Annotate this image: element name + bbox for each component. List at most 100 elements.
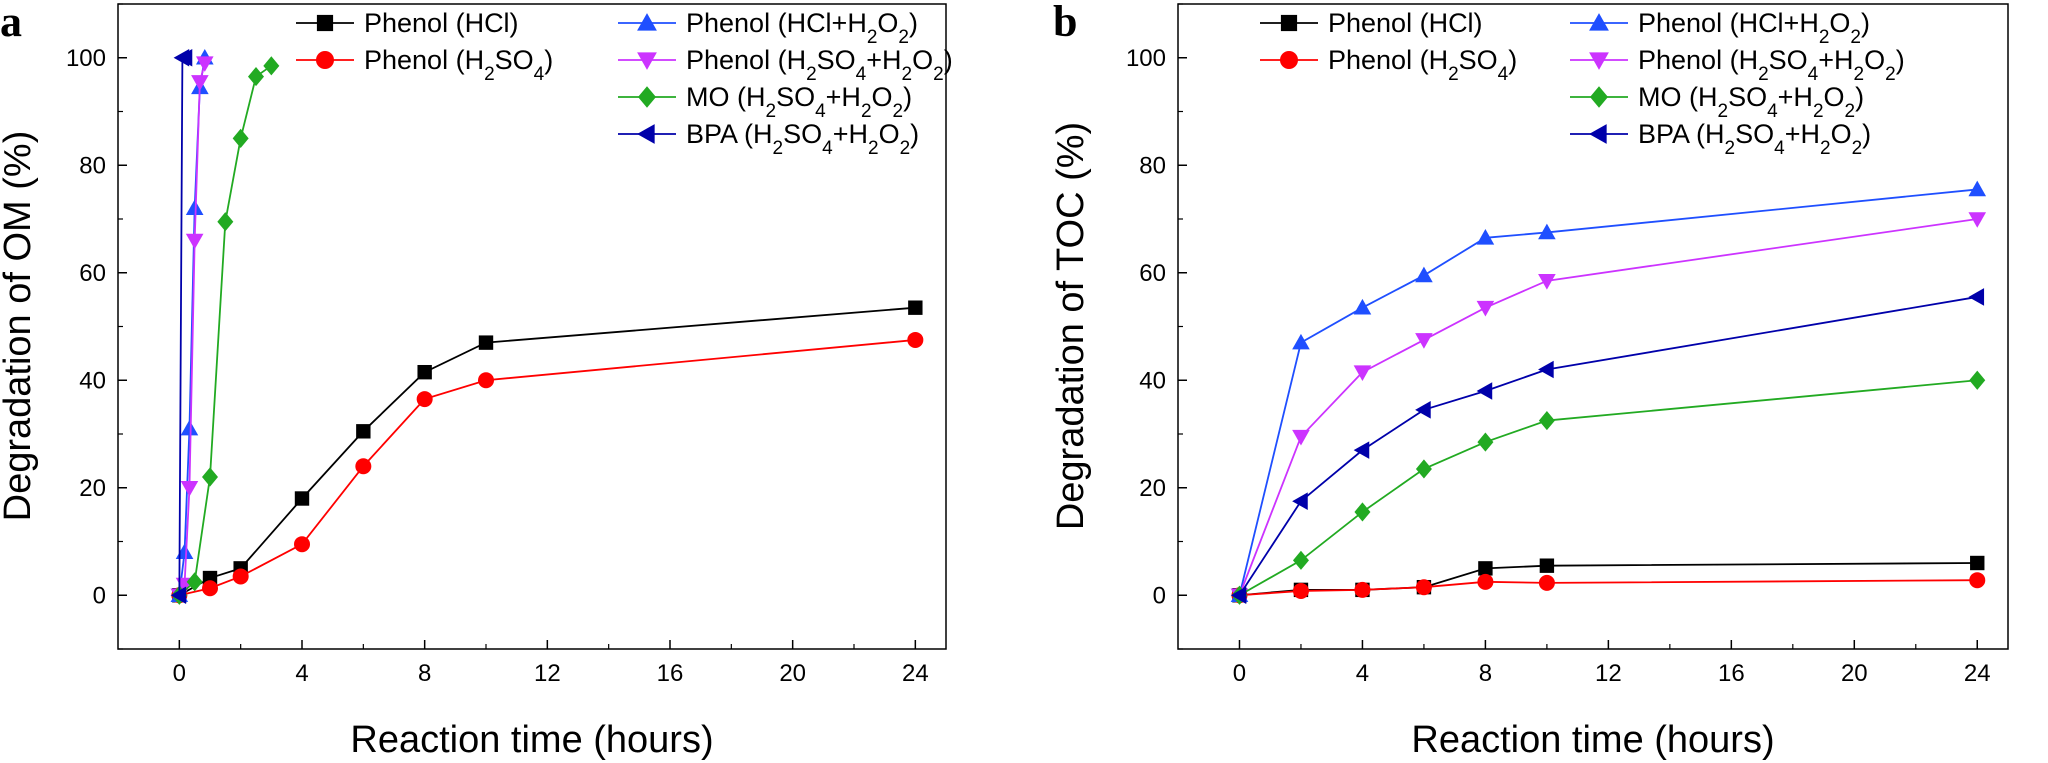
series-line — [1238, 188, 1978, 596]
panel-label-a: a — [0, 0, 22, 46]
legend-marker — [316, 14, 334, 32]
data-point — [202, 580, 218, 597]
x-tick-label: 16 — [657, 660, 684, 687]
data-point — [1292, 582, 1309, 599]
y-tick-label: 20 — [1139, 475, 1166, 502]
series-line — [178, 62, 206, 596]
data-point — [248, 66, 264, 87]
data-point — [1292, 550, 1309, 570]
y-tick-label: 20 — [79, 475, 106, 502]
legend-label: Phenol (HCl+H2O2) — [686, 8, 918, 48]
y-tick-label: 0 — [93, 582, 106, 609]
legend-label: BPA (H2SO4+H2O2) — [1638, 119, 1871, 159]
legend-label: Phenol (H2SO4) — [1328, 45, 1517, 85]
y-tick-label: 60 — [79, 260, 106, 287]
legend-label: Phenol (H2SO4) — [364, 45, 553, 85]
legend-label: BPA (H2SO4+H2O2) — [686, 119, 919, 159]
x-tick-label: 0 — [173, 660, 186, 687]
legend-marker — [1589, 13, 1609, 31]
data-point — [232, 568, 249, 585]
data-point — [1353, 365, 1372, 381]
x-tick-label: 0 — [1233, 660, 1246, 687]
x-tick-label: 8 — [1479, 660, 1492, 687]
data-point — [1353, 441, 1370, 459]
legend-a: Phenol (HCl) Phenol (H2SO4) Phenol (HCl+H2… — [296, 8, 953, 159]
series-line — [1239, 579, 1978, 597]
data-point — [1415, 266, 1433, 283]
series-layer-b — [1230, 180, 1987, 605]
legend-marker — [1280, 51, 1298, 69]
series-line — [179, 339, 916, 597]
data-point — [294, 536, 310, 553]
legend-marker — [1590, 86, 1608, 108]
y-tick-label: 80 — [1139, 152, 1166, 179]
data-point — [1230, 586, 1247, 605]
x-tick-label: 24 — [902, 660, 929, 687]
data-point — [1476, 229, 1495, 245]
legend-marker — [316, 51, 334, 69]
data-point — [1415, 579, 1432, 596]
legend-label: Phenol (HCl) — [364, 8, 519, 38]
data-point — [1354, 502, 1371, 522]
data-point — [416, 391, 433, 408]
x-tick-label: 8 — [418, 660, 431, 687]
data-point — [908, 300, 923, 315]
x-tick-label: 12 — [534, 660, 561, 687]
data-point — [1539, 558, 1555, 573]
data-point — [1476, 300, 1495, 317]
y-tick-label: 80 — [79, 152, 106, 179]
x-tick-label: 16 — [1718, 660, 1745, 687]
data-point — [478, 372, 494, 389]
x-tick-label: 12 — [1595, 660, 1622, 687]
data-point — [195, 56, 214, 72]
data-point — [232, 128, 249, 148]
data-point — [263, 56, 280, 76]
x-tick-label: 4 — [1356, 660, 1369, 687]
data-point — [1477, 432, 1494, 452]
data-point — [1477, 573, 1494, 590]
x-tick-label: 24 — [1964, 660, 1991, 687]
data-point — [1538, 410, 1555, 431]
y-tick-label: 40 — [79, 367, 106, 394]
x-tick-label: 4 — [295, 660, 308, 687]
x-tick-label: 20 — [779, 660, 806, 687]
data-point — [185, 233, 204, 250]
data-point — [294, 491, 310, 506]
x-tick-label: 20 — [1841, 660, 1868, 687]
data-point — [217, 212, 234, 232]
data-point — [1969, 370, 1986, 390]
data-point — [186, 572, 203, 592]
panel-label-b: b — [1053, 0, 1077, 46]
data-point — [1538, 574, 1555, 591]
legend-label: Phenol (HCl+H2O2) — [1638, 8, 1870, 48]
data-point — [1538, 360, 1554, 379]
data-point — [356, 424, 371, 439]
legend-marker — [1589, 52, 1609, 70]
legend-marker — [637, 52, 657, 70]
series-line — [178, 56, 186, 596]
data-point — [1353, 298, 1372, 315]
legend-marker — [1589, 124, 1607, 144]
data-point — [1292, 429, 1310, 446]
data-point — [185, 199, 204, 216]
y-tick-label: 0 — [1153, 582, 1166, 609]
data-point — [355, 458, 372, 475]
legend-label: Phenol (H2SO4+H2O2) — [686, 45, 953, 85]
data-point — [1415, 401, 1431, 419]
legend-marker — [637, 124, 655, 144]
data-point — [191, 75, 209, 91]
panel-a: a 0 4 8 12 16 20 24 0 20 40 60 80 100 Reaction time … — [0, 0, 953, 761]
plot-frame-b — [1177, 3, 2009, 650]
y-tick-label: 60 — [1139, 260, 1166, 287]
data-point — [1538, 223, 1556, 240]
y-tick-label: 100 — [1126, 45, 1166, 72]
data-point — [417, 364, 432, 380]
data-point — [1969, 572, 1986, 589]
data-point — [1354, 581, 1371, 598]
data-point — [478, 335, 494, 350]
data-point — [1415, 333, 1433, 349]
legend-label: MO (H2SO4+H2O2) — [1638, 82, 1864, 122]
legend-marker — [637, 13, 657, 31]
legend-marker — [1280, 14, 1298, 32]
data-point — [907, 331, 924, 348]
